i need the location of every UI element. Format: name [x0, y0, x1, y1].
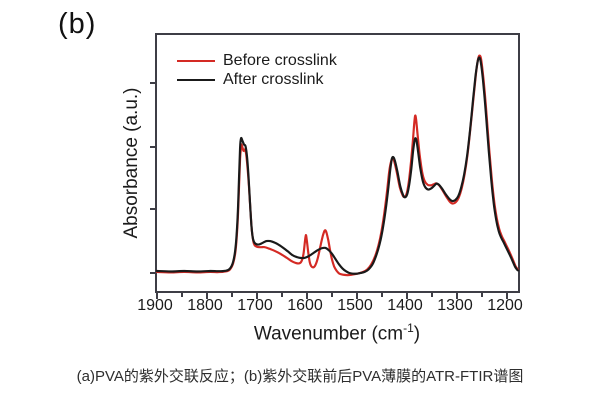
x-axis-minor-tick [481, 293, 483, 297]
x-axis-major-tick [206, 293, 208, 299]
x-axis-major-tick [306, 293, 308, 299]
figure-label: (b) [58, 8, 97, 40]
legend-line-swatch [177, 59, 215, 62]
x-tick-labels: 1900 1800 1700 1600 1500 1400 1300 1200 [137, 297, 523, 315]
x-axis-major-tick [356, 293, 358, 299]
x-axis-major-tick [456, 293, 458, 299]
x-axis-major-tick [406, 293, 408, 299]
y-axis-tick [150, 146, 155, 149]
x-tick-label: 1300 [437, 297, 473, 314]
x-axis-minor-tick [331, 293, 333, 297]
x-tick-label: 1400 [387, 297, 423, 314]
x-axis-title-superscript: -1 [403, 321, 414, 335]
x-axis-minor-tick [281, 293, 283, 297]
x-tick-label: 1900 [137, 297, 173, 314]
y-axis-tick [150, 82, 155, 85]
x-axis-minor-tick [231, 293, 233, 297]
spectrum-svg [155, 54, 520, 277]
x-axis-title-main: Wavenumber (cm [253, 323, 404, 345]
plot-area: Before crosslink After crosslink [150, 33, 520, 299]
x-axis-title: Wavenumber (cm-1) [237, 321, 437, 345]
x-axis-major-tick [506, 293, 508, 299]
x-tick-label: 1200 [487, 297, 523, 314]
x-axis-minor-tick [381, 293, 383, 297]
y-axis-tick [150, 271, 155, 274]
legend-label: Before crosslink [223, 51, 337, 69]
legend-label: After crosslink [223, 70, 324, 88]
x-axis-title-close: ) [413, 323, 421, 345]
x-axis-minor-tick [181, 293, 183, 297]
legend: Before crosslink After crosslink [177, 51, 337, 89]
x-axis-major-tick [156, 293, 158, 299]
x-tick-label: 1500 [337, 297, 373, 314]
x-axis-minor-tick [431, 293, 433, 297]
after-crosslink-curve [155, 56, 520, 275]
x-tick-label: 1800 [187, 297, 223, 314]
legend-item: Before crosslink [177, 51, 337, 70]
y-axis-tick [150, 208, 155, 211]
x-tick-label: 1700 [237, 297, 273, 314]
caption: (a)PVA的紫外交联反应；(b)紫外交联前后PVA薄膜的ATR-FTIR谱图 [76, 368, 524, 385]
legend-item: After crosslink [177, 70, 337, 89]
y-axis-title: Absorbance (a.u.) [121, 87, 142, 239]
x-axis-major-tick [256, 293, 258, 299]
legend-line-swatch [177, 78, 215, 81]
x-tick-label: 1600 [287, 297, 323, 314]
